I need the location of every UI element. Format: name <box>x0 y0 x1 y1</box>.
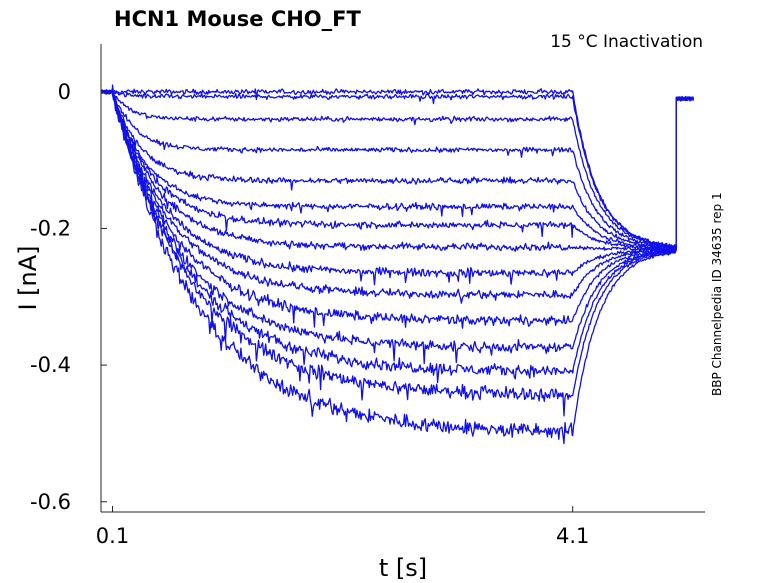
current-trace-10 <box>100 89 694 304</box>
current-trace-9 <box>100 87 694 286</box>
chart-subtitle: 15 °C Inactivation <box>550 32 703 52</box>
current-trace-15 <box>100 89 695 445</box>
x-axis-ticks: 0.1 4.1 <box>96 506 589 548</box>
y-tick-label: -0.6 <box>30 490 71 514</box>
y-axis-ticks: 0 -0.2 -0.4 -0.6 <box>30 80 107 514</box>
x-tick-label: 0.1 <box>96 524 129 548</box>
y-axis-label: I [nA] <box>14 245 42 310</box>
current-trace-12 <box>100 89 694 365</box>
y-tick-label: -0.4 <box>30 353 71 377</box>
current-trace-4 <box>100 89 694 250</box>
x-tick-label: 4.1 <box>556 524 589 548</box>
current-trace-14 <box>100 84 694 417</box>
current-trace-2 <box>100 89 694 250</box>
x-axis-label: t [s] <box>379 554 427 582</box>
current-trace-6 <box>100 89 694 250</box>
source-label: BBP Channelpedia ID 34635 rep 1 <box>710 192 724 396</box>
y-tick-label: 0 <box>58 80 71 104</box>
y-tick-label: -0.2 <box>30 216 71 240</box>
current-trace-8 <box>101 87 694 252</box>
current-trace-11 <box>100 90 694 329</box>
current-trace-3 <box>100 89 694 250</box>
current-trace-5 <box>100 89 694 250</box>
current-trace-13 <box>100 90 694 384</box>
trace-group <box>100 84 695 445</box>
current-trace-1 <box>100 88 694 250</box>
current-trace-7 <box>100 89 694 251</box>
chart-title: HCN1 Mouse CHO_FT <box>114 7 361 31</box>
